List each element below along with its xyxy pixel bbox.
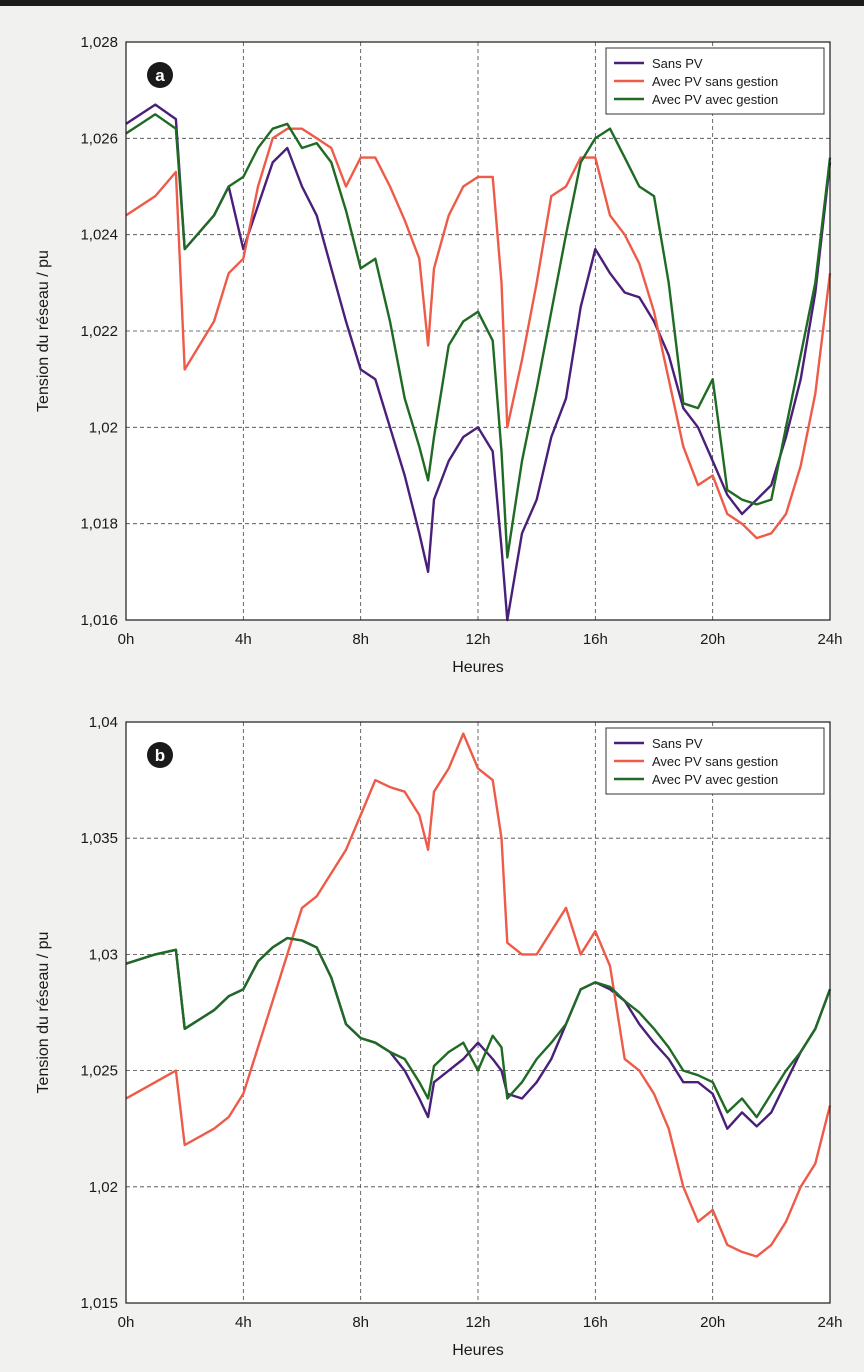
y-tick-label: 1,016 [80,612,118,629]
legend-label: Avec PV sans gestion [652,74,778,89]
y-tick-label: 1,022 [80,323,118,340]
x-tick-label: 20h [700,631,725,648]
panel-badge [147,62,173,88]
series-line-1 [125,103,832,622]
panel-badge-label: a [155,66,165,85]
series-line-2 [125,127,832,540]
x-tick-label: 20h [700,1314,725,1331]
panel-badge [147,742,173,768]
x-axis-title: Heures [452,659,504,676]
legend-box [605,727,825,795]
x-tick-label: 16h [583,631,608,648]
x-tick-label: 12h [465,1314,490,1331]
x-tick-label: 16h [583,1314,608,1331]
y-tick-label: 1,03 [89,946,118,963]
x-tick-label: 24h [817,631,842,648]
y-tick-label: 1,026 [80,130,118,147]
chart-b: 0h 4h 8h 12h 16h 20h 24h 1,015 1,02 1,025 1,03 1,03… [35,714,843,1359]
y-tick-label: 1,04 [89,714,118,731]
x-tick-label: 0h [118,1314,135,1331]
legend-label: Avec PV avec gestion [652,92,778,107]
y-tick-label: 1,028 [80,34,118,51]
x-tick-label: 12h [465,631,490,648]
top-border-strip [0,0,864,6]
x-tick-label: 4h [235,631,252,648]
plot-frame [125,721,831,1304]
legend-label: Sans PV [652,736,703,751]
x-axis-title: Heures [452,1342,504,1359]
series-line-2 [125,732,832,1258]
panel-badge-label: b [155,746,165,765]
legend-label: Avec PV sans gestion [652,754,778,769]
y-axis-title: Tension du réseau / pu [35,932,52,1094]
y-tick-label: 1,025 [80,1063,118,1080]
chart-a: 0h 4h 8h 12h 16h 20h 24h 1,016 1,018 1,02 1,022 1,0… [35,34,843,676]
y-tick-label: 1,024 [80,227,118,244]
series-line-3 [125,936,832,1119]
y-tick-label: 1,018 [80,516,118,533]
x-tick-label: 8h [352,631,369,648]
x-tick-label: 24h [817,1314,842,1331]
x-tick-label: 4h [235,1314,252,1331]
x-tick-label: 0h [118,631,135,648]
series-line-3 [125,113,832,559]
x-tick-label: 8h [352,1314,369,1331]
legend-label: Avec PV avec gestion [652,772,778,787]
legend-label: Sans PV [652,56,703,71]
y-tick-label: 1,035 [80,830,118,847]
y-tick-label: 1,015 [80,1295,118,1312]
y-tick-label: 1,02 [89,419,118,436]
y-axis-title: Tension du réseau / pu [35,250,52,412]
y-tick-label: 1,02 [89,1179,118,1196]
plot-frame [125,41,831,621]
